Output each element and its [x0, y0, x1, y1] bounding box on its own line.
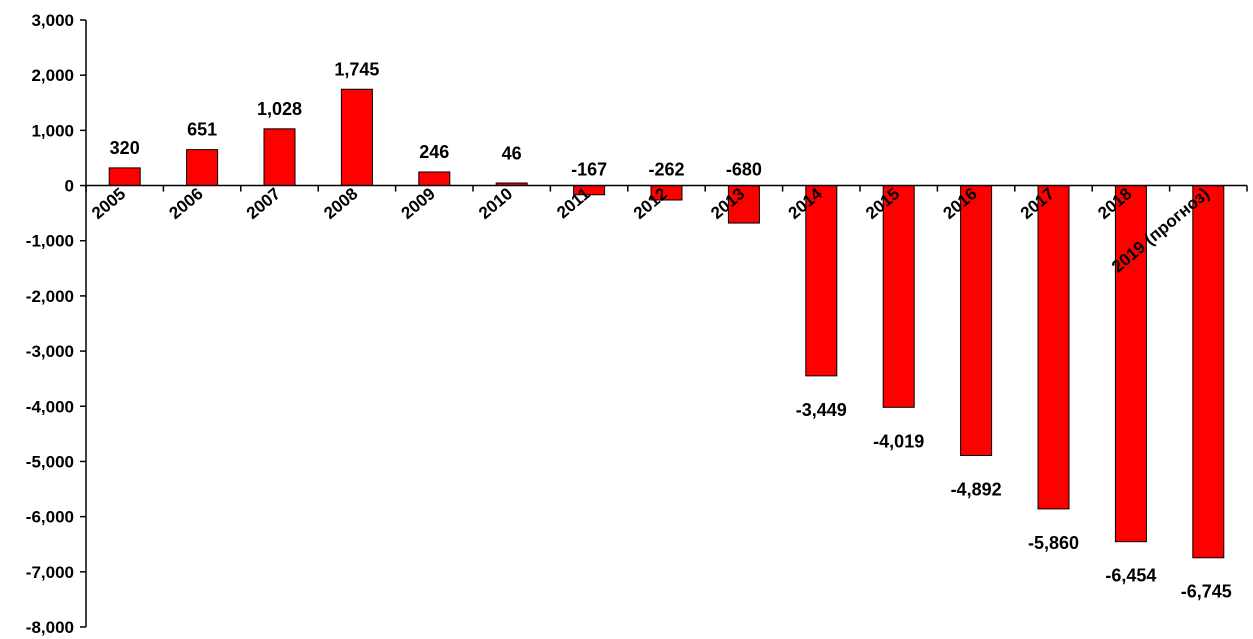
category-label: 2008 [320, 184, 361, 223]
data-label: -6,454 [1105, 566, 1156, 586]
bar [108, 167, 141, 187]
data-label: -6,745 [1181, 582, 1232, 602]
y-tick-label: -1,000 [26, 232, 74, 251]
data-label: -262 [648, 160, 684, 180]
bar [960, 185, 993, 456]
y-tick-label: 0 [65, 177, 74, 196]
data-label: -4,892 [951, 479, 1002, 499]
data-label: -167 [571, 160, 607, 180]
bar [1037, 185, 1070, 510]
data-label: -5,860 [1028, 533, 1079, 553]
bar [805, 185, 838, 377]
y-tick-label: -3,000 [26, 342, 74, 361]
y-tick-label: -4,000 [26, 397, 74, 416]
y-axis: 3,000 2,000 1,000 0 -1,000 -2,000 -3,000 -4,000… [26, 11, 87, 637]
category-label: 2010 [475, 184, 516, 223]
category-label: 2009 [398, 184, 439, 223]
y-tick-label: 1,000 [31, 121, 74, 140]
data-label: 246 [419, 142, 449, 162]
category-label: 2007 [243, 184, 284, 223]
bar [727, 185, 760, 224]
data-labels: 320 651 1,028 1,745 246 46 -167 -262 -680 -3,449 -… [110, 59, 1232, 601]
category-label: 2005 [88, 184, 129, 223]
bar [1114, 185, 1147, 543]
y-tick-label: -6,000 [26, 508, 74, 527]
category-label: 2006 [165, 184, 206, 223]
data-label: -4,019 [873, 431, 924, 451]
bar [263, 128, 296, 187]
bar [882, 185, 915, 408]
bar [418, 171, 451, 187]
y-tick-label: -7,000 [26, 563, 74, 582]
bar [186, 149, 219, 187]
data-label: -3,449 [796, 400, 847, 420]
data-label: 651 [187, 120, 217, 140]
y-tick-label: -2,000 [26, 287, 74, 306]
data-label: 1,745 [334, 59, 379, 79]
data-label: 46 [502, 144, 522, 164]
y-tick-label: -5,000 [26, 452, 74, 471]
bar [1192, 185, 1225, 559]
data-label: -680 [726, 160, 762, 180]
bars [108, 88, 1225, 559]
bar [340, 88, 373, 187]
y-tick-label: 3,000 [31, 11, 74, 30]
y-tick-label: -8,000 [26, 618, 74, 637]
y-tick-label: 2,000 [31, 66, 74, 85]
data-label: 320 [110, 138, 140, 158]
x-axis [85, 184, 1248, 192]
data-label: 1,028 [257, 99, 302, 119]
